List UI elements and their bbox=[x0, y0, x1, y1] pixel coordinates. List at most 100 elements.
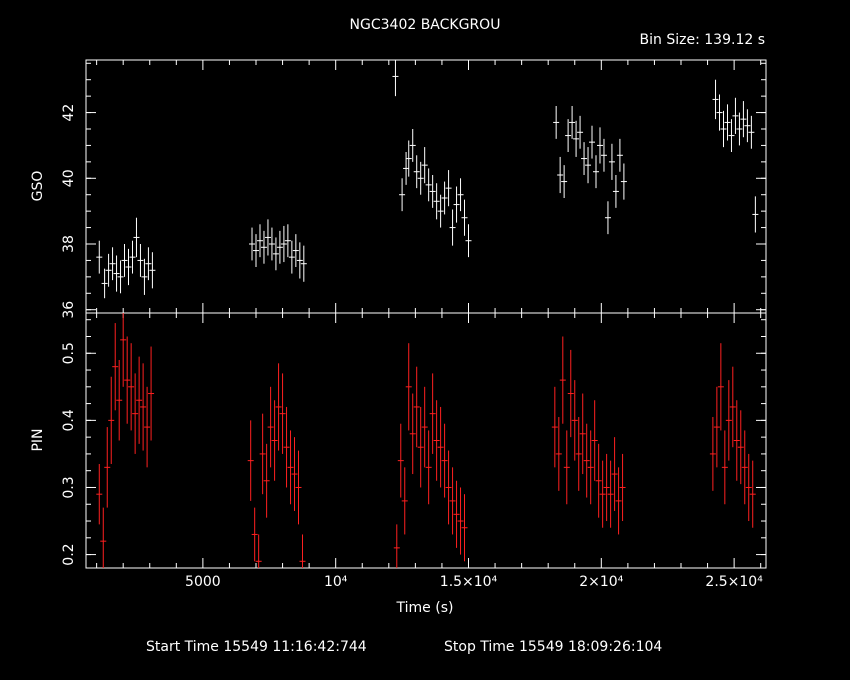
pin-data-point bbox=[267, 386, 274, 468]
pin-data-point bbox=[599, 460, 606, 528]
gso-data-point bbox=[557, 156, 564, 194]
pin-data-point bbox=[401, 467, 408, 535]
gso-data-point bbox=[145, 247, 152, 281]
pin-data-point bbox=[709, 417, 716, 491]
gso-data-point bbox=[125, 248, 132, 286]
gso-data-point bbox=[740, 101, 747, 138]
pin-axis-label: PIN bbox=[30, 428, 46, 451]
gso-data-point bbox=[425, 168, 432, 202]
gso-data-point bbox=[712, 79, 719, 120]
pin-axis-ticks: 0.2 0.3 0.4 0.5 bbox=[61, 313, 766, 568]
gso-frame bbox=[85, 59, 767, 314]
gso-data-point bbox=[141, 258, 148, 295]
pin-data-point bbox=[619, 453, 626, 522]
gso-data-point bbox=[724, 104, 731, 141]
gso-data-point bbox=[101, 268, 108, 299]
pin-data-point bbox=[555, 417, 562, 491]
pin-data-point bbox=[429, 373, 436, 454]
gso-data-point bbox=[417, 161, 424, 195]
pin-data-point bbox=[453, 480, 460, 548]
gso-data-point bbox=[433, 183, 440, 220]
gso-data-point bbox=[553, 106, 560, 139]
gso-data-point bbox=[449, 209, 456, 246]
pin-panel: 0.2 0.3 0.4 0.5 PIN bbox=[30, 312, 767, 569]
pin-data-point bbox=[417, 406, 424, 488]
gso-data-point bbox=[732, 97, 739, 134]
gso-data-point bbox=[288, 240, 295, 274]
gso-data-point bbox=[445, 170, 452, 207]
start-time-label: Start Time 15549 11:16:42:744 bbox=[146, 639, 367, 655]
gso-data-point bbox=[429, 175, 436, 208]
gso-data-point bbox=[573, 120, 580, 157]
gso-data-point bbox=[392, 60, 399, 97]
gso-data-point bbox=[284, 224, 291, 258]
gso-data-point bbox=[720, 110, 727, 148]
pin-data-point bbox=[437, 406, 444, 488]
pin-data-point bbox=[563, 430, 570, 505]
pin-data-point bbox=[567, 349, 574, 438]
time-tick-label: 2×10⁴ bbox=[579, 574, 623, 590]
pin-data-point bbox=[108, 376, 115, 464]
gso-data-point bbox=[249, 227, 256, 261]
chart-title: NGC3402 BACKGROU bbox=[350, 17, 501, 33]
time-tick-label: 10⁴ bbox=[324, 574, 348, 590]
pin-data-point bbox=[96, 463, 103, 525]
pin-data-point bbox=[721, 430, 728, 505]
gso-data-point bbox=[149, 252, 156, 289]
time-tick-label: 5000 bbox=[185, 574, 221, 590]
gso-data-point bbox=[413, 155, 420, 189]
pin-ytick-label: 0.3 bbox=[61, 476, 77, 498]
pin-data-point bbox=[595, 443, 602, 518]
gso-data-point bbox=[280, 225, 287, 263]
pin-frame bbox=[85, 312, 767, 569]
pin-data-point bbox=[745, 453, 752, 522]
gso-panel: 36 38 40 42 GSO bbox=[30, 59, 767, 319]
gso-data-point bbox=[736, 112, 743, 146]
pin-data-point bbox=[457, 487, 464, 555]
gso-data-point bbox=[569, 106, 576, 139]
pin-data-point bbox=[441, 423, 448, 498]
pin-data-point bbox=[409, 393, 416, 475]
gso-data-points bbox=[96, 60, 759, 299]
pin-data-point bbox=[587, 430, 594, 505]
pin-data-point bbox=[591, 400, 598, 481]
gso-data-point bbox=[585, 147, 592, 184]
gso-axis-ticks: 36 38 40 42 bbox=[61, 60, 766, 319]
pin-data-point bbox=[449, 467, 456, 535]
pin-data-point bbox=[737, 410, 744, 485]
pin-data-point bbox=[445, 450, 452, 525]
gso-data-point bbox=[604, 201, 611, 235]
gso-data-point bbox=[296, 242, 303, 279]
pin-data-point bbox=[559, 336, 566, 424]
gso-data-point bbox=[441, 181, 448, 215]
pin-data-point bbox=[247, 420, 254, 501]
pin-data-point bbox=[405, 343, 412, 431]
gso-ytick-label: 42 bbox=[61, 104, 77, 122]
gso-data-point bbox=[453, 186, 460, 223]
pin-data-point bbox=[271, 400, 278, 481]
gso-data-point bbox=[272, 237, 279, 271]
gso-data-point bbox=[256, 224, 263, 258]
pin-data-point bbox=[104, 427, 111, 508]
pin-data-point bbox=[291, 437, 298, 511]
pin-data-point bbox=[255, 534, 262, 568]
pin-data-point bbox=[299, 534, 306, 568]
pin-data-point bbox=[607, 460, 614, 528]
gso-data-point bbox=[105, 253, 112, 287]
gso-data-point bbox=[253, 234, 259, 267]
gso-data-point bbox=[589, 125, 596, 159]
gso-ytick-label: 36 bbox=[61, 301, 77, 319]
pin-data-point bbox=[749, 460, 756, 528]
bin-size-label: Bin Size: 139.12 s bbox=[640, 32, 765, 48]
pin-data-point bbox=[461, 494, 468, 562]
gso-data-point bbox=[109, 247, 116, 281]
pin-data-point bbox=[717, 343, 724, 431]
gso-data-point bbox=[752, 196, 759, 233]
gso-data-point bbox=[113, 255, 120, 292]
pin-data-point bbox=[421, 386, 428, 468]
gso-data-point bbox=[399, 178, 406, 212]
gso-data-point bbox=[744, 109, 751, 143]
pin-data-point bbox=[397, 423, 404, 498]
gso-data-point bbox=[264, 219, 271, 256]
